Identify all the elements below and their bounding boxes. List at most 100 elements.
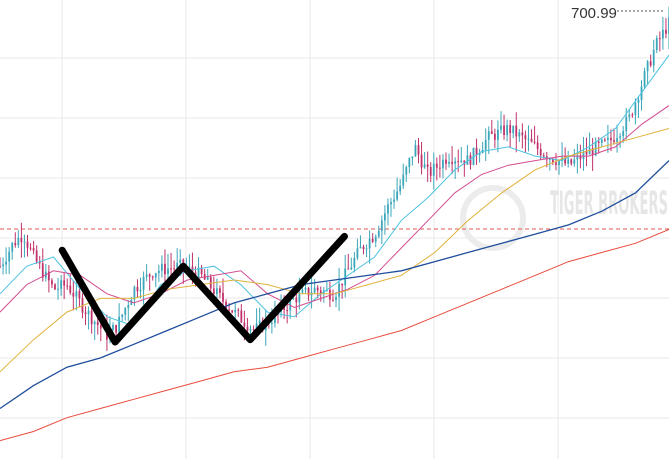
candle-body	[295, 297, 298, 303]
candle-body	[484, 139, 487, 150]
candle-body	[637, 99, 640, 103]
candle-body	[20, 237, 23, 243]
candle-body	[249, 329, 252, 331]
candle-body	[628, 114, 631, 117]
candle-body	[643, 71, 646, 87]
candle-body	[57, 288, 59, 290]
candle-body	[26, 241, 29, 248]
candle-body	[393, 199, 395, 202]
candle-body	[603, 139, 606, 141]
candle-body	[527, 138, 530, 140]
candle-body	[353, 257, 356, 268]
candle-body	[414, 145, 417, 157]
candle-body	[161, 263, 163, 271]
candle-body	[127, 304, 130, 309]
candle-body	[66, 285, 69, 287]
candle-body	[570, 159, 573, 164]
candle-body	[54, 284, 56, 290]
candle-body	[41, 263, 44, 278]
candle-body	[11, 243, 14, 252]
candle-body	[60, 280, 62, 289]
candle-body	[8, 251, 11, 262]
candle-body	[509, 125, 512, 134]
candle-body	[145, 274, 148, 277]
candle-body	[170, 268, 172, 270]
candle-body	[286, 310, 289, 312]
candle-body	[420, 154, 423, 168]
candle-body	[90, 310, 93, 325]
candle-body	[552, 158, 554, 163]
candle-body	[121, 314, 124, 317]
candle-body	[124, 308, 127, 315]
candle-body	[142, 276, 145, 290]
candle-body	[536, 142, 539, 149]
candle-body	[460, 160, 463, 162]
candle-body	[487, 131, 490, 140]
candle-body	[579, 155, 582, 160]
candle-body	[2, 264, 4, 267]
candle-body	[472, 147, 475, 165]
candle-body	[78, 291, 81, 299]
candle-body	[490, 131, 493, 134]
candle-body	[356, 248, 359, 258]
candle-body	[463, 160, 466, 165]
candle-body	[222, 292, 224, 302]
candle-body	[613, 140, 615, 142]
candle-body	[652, 50, 655, 66]
candle-body	[564, 157, 567, 164]
candle-body	[411, 156, 414, 159]
candle-body	[200, 267, 203, 275]
candle-body	[246, 326, 249, 331]
candle-body	[118, 316, 121, 333]
candle-body	[38, 261, 41, 264]
candle-body	[234, 309, 237, 313]
candle-body	[548, 158, 551, 160]
candle-body	[576, 155, 579, 160]
candle-body	[84, 312, 87, 315]
candle-body	[87, 310, 90, 315]
candle-body	[270, 323, 273, 325]
candle-body	[173, 268, 176, 270]
candle-body	[521, 132, 524, 136]
candle-body	[151, 276, 154, 278]
candle-body	[616, 137, 618, 142]
candle-body	[417, 145, 420, 155]
candle-body	[573, 159, 576, 164]
candle-body	[539, 148, 542, 156]
candle-body	[148, 274, 151, 277]
candle-body	[646, 61, 649, 72]
candle-body	[75, 291, 78, 297]
candle-body	[139, 289, 142, 292]
candle-body	[567, 159, 570, 164]
candle-body	[374, 236, 377, 242]
candle-body	[335, 296, 337, 301]
candle-body	[136, 286, 139, 292]
candle-body	[448, 161, 450, 164]
candle-body	[377, 230, 380, 237]
candle-body	[219, 288, 221, 293]
candle-body	[179, 259, 182, 263]
candle-body	[350, 267, 353, 270]
candle-body	[316, 287, 319, 291]
w-pattern-drawing	[58, 232, 348, 346]
candle-body	[368, 238, 371, 249]
candle-body	[347, 268, 350, 270]
ma-line-ma_long	[0, 128, 669, 373]
candle-body	[384, 213, 386, 221]
candle-body	[524, 135, 527, 140]
candle-body	[597, 141, 600, 143]
candle-body	[252, 329, 255, 331]
candle-body	[115, 325, 117, 333]
candle-body	[399, 185, 402, 192]
candle-body	[582, 151, 585, 160]
candle-body	[371, 238, 374, 242]
watermark: TIGER BROKERS	[460, 184, 668, 251]
candle-body	[435, 163, 438, 168]
candle-body	[588, 148, 591, 155]
candle-body	[634, 102, 637, 115]
candle-body	[157, 270, 160, 274]
candle-body	[530, 138, 533, 142]
candle-body	[512, 125, 515, 134]
